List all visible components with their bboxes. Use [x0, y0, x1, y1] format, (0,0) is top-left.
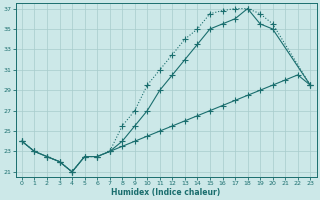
X-axis label: Humidex (Indice chaleur): Humidex (Indice chaleur)	[111, 188, 221, 197]
